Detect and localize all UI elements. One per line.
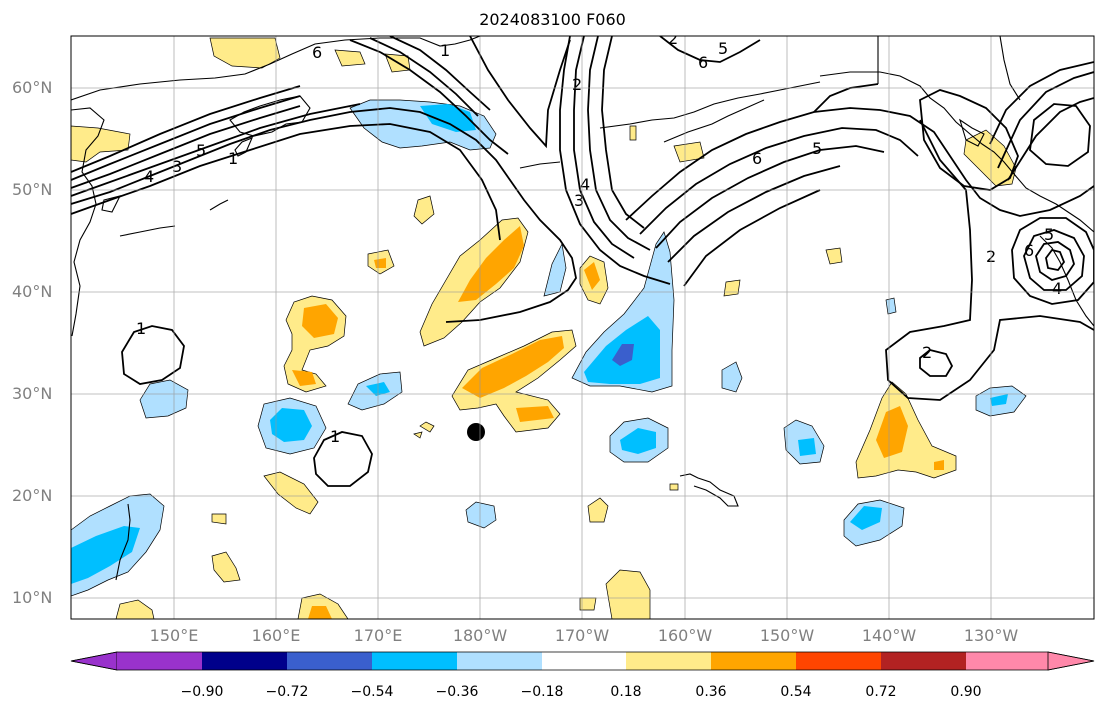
colorbar-bin [117,652,202,670]
lon-label: 150°E [149,626,199,645]
contour-label: 5 [1044,225,1054,244]
contour-label: 3 [574,191,584,210]
lon-label: 150°W [759,626,815,645]
lat-label: 50°N [12,180,53,199]
lat-label: 40°N [12,282,53,301]
lon-label: 180°W [452,626,508,645]
contour-label: 5 [812,139,822,158]
colorbar-bin [626,652,711,670]
colorbar-bin [711,652,796,670]
contour-label: 6 [698,53,708,72]
lat-label: 20°N [12,486,53,505]
colorbar-extend-high [1047,651,1095,671]
grid-lines [71,36,1094,619]
contour-label: 5 [196,141,206,160]
colorbar-tick-label: 0.72 [865,684,897,700]
lon-label: 170°E [353,626,403,645]
lat-label: 10°N [12,588,53,607]
lon-label: 170°W [554,626,610,645]
colorbar-extend-low [70,651,118,671]
map-frame [70,35,1095,620]
contour-label: 1 [228,149,238,168]
colorbar-bin [796,652,881,670]
contour-label: 6 [1024,241,1034,260]
height-contours [71,36,1094,487]
contour-label: 4 [580,175,590,194]
contour-label: 4 [1052,279,1062,298]
colorbar-tick-label: −0.54 [350,684,394,700]
contour-label: 2 [922,343,932,362]
map-area: 6 1 5 4 3 2 6 5 2 4 3 6 5 1 6 5 4 2 1 1 … [71,29,1094,619]
contour-label: 1 [330,427,340,446]
colorbar-tick-label: 0.18 [610,684,642,700]
colorbar-tick-label: 0.90 [950,684,982,700]
lon-label: 140°W [861,626,917,645]
contour-label: 5 [718,39,728,58]
colorbar-tick-label: −0.90 [180,684,224,700]
map-title: 2024083100 F060 [479,10,626,29]
contour-label: 4 [144,167,154,186]
colorbar-bin [542,652,626,670]
colorbar-bin [372,652,457,670]
colorbar-tick-label: −0.36 [435,684,479,700]
contour-label: 6 [752,149,762,168]
colorbar-bin [457,652,542,670]
colorbar-bin [966,652,1048,670]
lon-label: 160°W [657,626,713,645]
colorbar-tick-label: −0.18 [520,684,564,700]
lat-label: 30°N [12,384,53,403]
colorbar-bin [202,652,287,670]
colorbar-bin [287,652,372,670]
colorbar-tick-label: 0.36 [695,684,727,700]
colorbar-tick-label: 0.54 [780,684,812,700]
lon-label: 160°E [251,626,301,645]
colorbar-bin [881,652,966,670]
negative-anomaly-shading [71,99,1027,597]
colorbar-tick-label: −0.72 [265,684,309,700]
contour-label: 3 [172,157,182,176]
contour-label: 1 [136,319,146,338]
contour-label: 2 [668,29,678,48]
contour-label: 2 [572,75,582,94]
contour-label: 6 [312,43,322,62]
lon-label: 130°W [963,626,1019,645]
colorbar [70,651,1095,671]
lat-label: 60°N [12,78,53,97]
contour-label: 1 [440,41,450,60]
storm-center-marker [467,423,485,441]
